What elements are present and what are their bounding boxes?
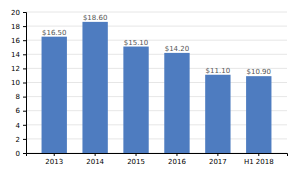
x-tick: H1 2018 [244,153,274,166]
y-tick-label: 18 [11,23,20,31]
x-tick: 2016 [168,153,186,166]
y-tick-label: 20 [11,9,20,17]
y-tick-label: 8 [16,93,20,101]
data-labels: $16.50 $18.60 $15.10 $14.20 $11.10 $10.90 [42,14,271,76]
y-tick-label: 2 [16,136,20,144]
y-tick-label: 4 [16,122,21,130]
x-tick-mark [176,153,177,156]
x-tick: 2017 [209,153,227,166]
data-label: $10.90 [247,68,272,76]
data-label: $16.50 [42,29,67,37]
x-tick-mark [217,153,218,156]
x-tick: 2014 [86,153,104,166]
x-axis: 2013 2014 2015 2016 2017 H1 2018 [27,153,288,166]
y-tick-label: 14 [11,51,20,59]
x-tick-mark [95,153,96,156]
y-tick: 18 [11,23,26,31]
x-tick-label: 2014 [86,158,104,166]
x-tick-label: 2017 [209,158,227,166]
y-tick-mark [23,68,26,69]
x-tick-mark [136,153,137,156]
y-tick-mark [23,40,26,41]
y-tick-mark [23,26,26,27]
data-label: $14.20 [165,45,190,53]
grid [26,12,287,153]
y-tick-label: 0 [16,150,20,158]
y-axis-line [23,13,27,154]
y-tick-label: 10 [11,79,20,87]
bars [42,22,272,153]
grid-line [26,26,287,27]
chart: 0 2 4 6 8 10 12 14 16 18 20 2013 2014 2015 2016 2017 H1 … [0,0,295,171]
y-tick: 4 [16,122,26,130]
y-tick: 6 [16,107,26,115]
y-tick: 10 [11,79,26,87]
y-axis: 0 2 4 6 8 10 12 14 16 18 20 [11,9,26,158]
x-tick-label: 2015 [127,158,145,166]
x-tick-label: H1 2018 [244,158,274,166]
data-label: $11.10 [206,67,231,75]
data-label: $18.60 [83,14,108,22]
x-tick-label: 2016 [168,158,186,166]
bar [164,53,189,153]
x-tick-mark [258,153,259,156]
x-tick: 2013 [45,153,63,166]
y-tick-mark [23,54,26,55]
y-tick-mark [23,83,26,84]
data-label: $15.10 [124,39,149,47]
y-tick-label: 16 [11,37,20,45]
x-tick-label: 2013 [45,158,63,166]
y-tick-mark [23,97,26,98]
y-tick-mark [23,12,26,13]
x-tick: 2015 [127,153,145,166]
y-tick: 12 [11,65,26,73]
y-tick: 2 [16,136,26,144]
bar [246,76,271,153]
bar [42,37,67,153]
y-tick-mark [23,153,26,154]
y-tick: 20 [11,9,26,17]
y-tick-label: 6 [16,107,21,115]
y-tick: 8 [16,93,26,101]
plot-area: 0 2 4 6 8 10 12 14 16 18 20 2013 2014 2015 2016 2017 H1 … [11,9,287,166]
bar [123,47,148,153]
grid-line [26,12,287,13]
y-tick: 14 [11,51,26,59]
bar [82,22,107,153]
y-tick: 16 [11,37,26,45]
x-tick-mark [54,153,55,156]
y-tick-mark [23,139,26,140]
x-axis-line [27,154,288,157]
y-tick: 0 [16,150,26,158]
y-tick-mark [23,125,26,126]
y-tick-mark [23,111,26,112]
bar [205,75,230,153]
y-tick-label: 12 [11,65,20,73]
